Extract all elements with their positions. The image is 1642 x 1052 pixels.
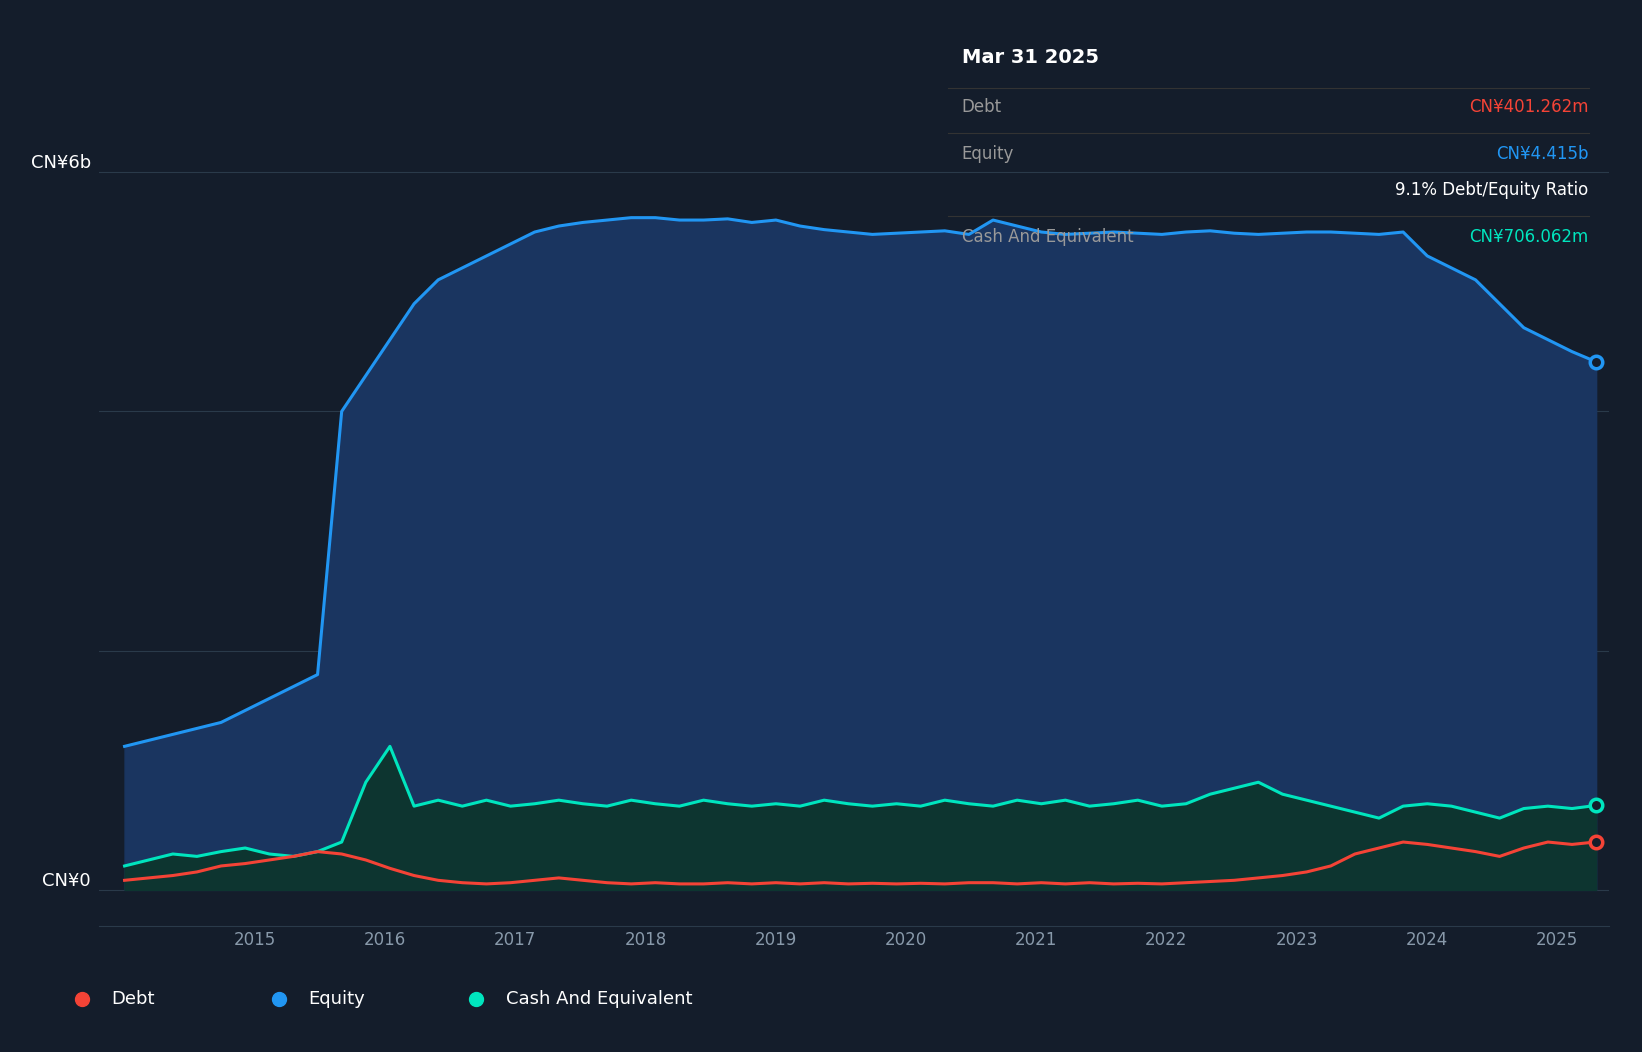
- Text: CN¥6b: CN¥6b: [31, 155, 90, 173]
- Text: Cash And Equivalent: Cash And Equivalent: [506, 990, 693, 1009]
- Text: CN¥0: CN¥0: [43, 872, 90, 890]
- Text: Debt: Debt: [112, 990, 154, 1009]
- Text: Mar 31 2025: Mar 31 2025: [962, 48, 1098, 67]
- Text: Debt: Debt: [962, 98, 1002, 116]
- Text: 9.1% Debt/Equity Ratio: 9.1% Debt/Equity Ratio: [1396, 181, 1589, 199]
- Text: Cash And Equivalent: Cash And Equivalent: [962, 228, 1133, 246]
- Text: CN¥401.262m: CN¥401.262m: [1470, 98, 1589, 116]
- Text: CN¥4.415b: CN¥4.415b: [1496, 145, 1589, 163]
- Text: Equity: Equity: [962, 145, 1015, 163]
- Text: CN¥706.062m: CN¥706.062m: [1470, 228, 1589, 246]
- Text: Equity: Equity: [309, 990, 366, 1009]
